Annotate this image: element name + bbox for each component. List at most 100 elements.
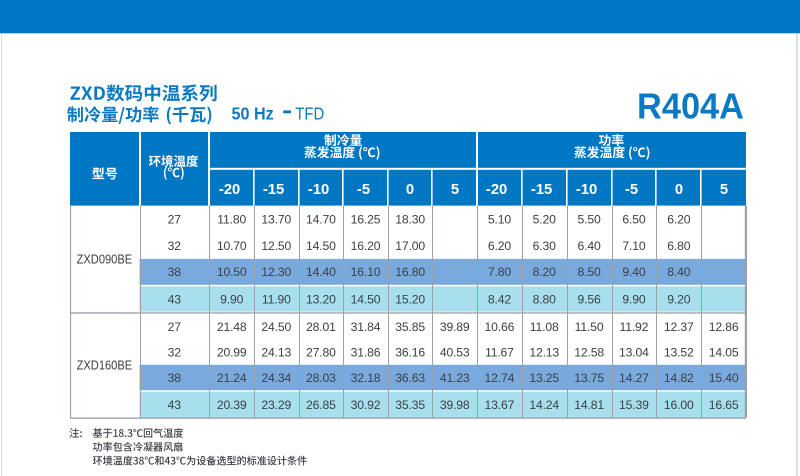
svg-text:9.90: 9.90	[220, 292, 243, 306]
svg-text:10.70: 10.70	[217, 239, 247, 253]
svg-text:17.00: 17.00	[395, 239, 425, 253]
svg-text:0: 0	[406, 182, 414, 198]
svg-text:8.80: 8.80	[533, 292, 556, 306]
svg-text:43: 43	[168, 292, 182, 306]
svg-text:13.67: 13.67	[485, 398, 515, 412]
svg-text:27: 27	[168, 213, 182, 227]
svg-text:16.00: 16.00	[664, 398, 694, 412]
svg-text:36.63: 36.63	[395, 371, 425, 385]
svg-text:-5: -5	[357, 182, 370, 198]
svg-text:12.50: 12.50	[261, 239, 291, 253]
svg-text:39.98: 39.98	[440, 398, 470, 412]
svg-text:-15: -15	[531, 182, 552, 198]
svg-text:9.40: 9.40	[622, 265, 645, 279]
svg-text:16.80: 16.80	[395, 265, 425, 279]
svg-text:15.39: 15.39	[619, 398, 649, 412]
svg-text:39.89: 39.89	[440, 320, 470, 334]
svg-text:11.50: 11.50	[575, 320, 604, 334]
svg-text:11.67: 11.67	[485, 345, 514, 359]
svg-text:12.58: 12.58	[574, 345, 604, 359]
svg-text:30.92: 30.92	[351, 398, 381, 412]
svg-text:13.20: 13.20	[306, 292, 336, 306]
svg-text:24.13: 24.13	[261, 345, 291, 359]
svg-text:12.37: 12.37	[664, 320, 694, 334]
svg-text:11.80: 11.80	[217, 213, 246, 227]
svg-text:31.84: 31.84	[351, 320, 381, 334]
svg-text:12.86: 12.86	[709, 320, 739, 334]
svg-text:6.20: 6.20	[667, 213, 690, 227]
svg-text:16.10: 16.10	[351, 265, 381, 279]
svg-text:9.90: 9.90	[622, 292, 645, 306]
svg-text:5.10: 5.10	[488, 213, 511, 227]
svg-text:5: 5	[451, 182, 459, 198]
svg-text:8.50: 8.50	[578, 265, 601, 279]
svg-text:11.90: 11.90	[262, 292, 291, 306]
svg-text:13.25: 13.25	[529, 371, 559, 385]
svg-text:28.03: 28.03	[306, 371, 336, 385]
svg-text:6.30: 6.30	[533, 239, 556, 253]
svg-text:6.40: 6.40	[578, 239, 601, 253]
svg-text:15.20: 15.20	[395, 292, 425, 306]
svg-text:36.16: 36.16	[395, 345, 425, 359]
svg-text:14.82: 14.82	[664, 371, 694, 385]
svg-text:14.24: 14.24	[529, 398, 559, 412]
svg-text:ZXD160BE: ZXD160BE	[77, 358, 133, 372]
svg-text:13.52: 13.52	[664, 345, 694, 359]
svg-text:5.50: 5.50	[578, 213, 601, 227]
svg-text:9.20: 9.20	[667, 292, 690, 306]
svg-text:8.40: 8.40	[667, 265, 690, 279]
svg-text:11.92: 11.92	[619, 320, 648, 334]
svg-text:12.13: 12.13	[529, 345, 559, 359]
svg-text:31.86: 31.86	[351, 345, 381, 359]
svg-text:5: 5	[720, 182, 728, 198]
svg-text:7.10: 7.10	[622, 239, 645, 253]
svg-text:24.34: 24.34	[261, 371, 291, 385]
svg-text:8.20: 8.20	[533, 265, 556, 279]
svg-text:32.18: 32.18	[351, 371, 381, 385]
svg-text:41.23: 41.23	[440, 371, 470, 385]
svg-text:40.53: 40.53	[440, 345, 470, 359]
svg-text:23.29: 23.29	[261, 398, 291, 412]
svg-text:16.20: 16.20	[351, 239, 381, 253]
svg-text:-20: -20	[219, 182, 240, 198]
svg-text:21.48: 21.48	[217, 320, 247, 334]
svg-text:0: 0	[675, 182, 683, 198]
svg-text:16.65: 16.65	[709, 398, 739, 412]
svg-text:20.39: 20.39	[217, 398, 247, 412]
svg-text:-15: -15	[263, 182, 284, 198]
svg-text:35.35: 35.35	[395, 398, 425, 412]
svg-text:38: 38	[168, 265, 182, 279]
svg-text:12.74: 12.74	[485, 371, 515, 385]
svg-text:21.24: 21.24	[217, 371, 247, 385]
svg-text:28.01: 28.01	[306, 320, 336, 334]
svg-text:-5: -5	[625, 182, 638, 198]
svg-text:14.40: 14.40	[306, 265, 336, 279]
svg-text:9.56: 9.56	[578, 292, 601, 306]
svg-text:6.20: 6.20	[488, 239, 511, 253]
svg-text:24.50: 24.50	[261, 320, 291, 334]
svg-text:38: 38	[168, 371, 182, 385]
svg-text:14.50: 14.50	[351, 292, 381, 306]
svg-text:8.42: 8.42	[488, 292, 511, 306]
svg-text:13.04: 13.04	[619, 345, 649, 359]
svg-text:20.99: 20.99	[217, 345, 247, 359]
svg-text:32: 32	[168, 239, 182, 253]
svg-text:6.50: 6.50	[622, 213, 645, 227]
svg-text:-10: -10	[308, 182, 329, 198]
svg-text:-10: -10	[576, 182, 597, 198]
svg-text:16.25: 16.25	[351, 213, 381, 227]
svg-text:ZXD090BE: ZXD090BE	[77, 252, 133, 266]
svg-text:7.80: 7.80	[488, 265, 511, 279]
svg-text:5.20: 5.20	[533, 213, 556, 227]
svg-text:14.81: 14.81	[574, 398, 604, 412]
svg-text:10.66: 10.66	[485, 320, 515, 334]
svg-text:R404A: R404A	[637, 86, 744, 127]
svg-text:14.50: 14.50	[306, 239, 336, 253]
svg-text:10.50: 10.50	[217, 265, 247, 279]
svg-text:18.30: 18.30	[395, 213, 425, 227]
svg-text:26.85: 26.85	[306, 398, 336, 412]
svg-text:50 Hz: 50 Hz	[232, 104, 274, 124]
svg-text:32: 32	[168, 345, 182, 359]
svg-text:14.70: 14.70	[306, 213, 336, 227]
svg-text:11.08: 11.08	[530, 320, 559, 334]
